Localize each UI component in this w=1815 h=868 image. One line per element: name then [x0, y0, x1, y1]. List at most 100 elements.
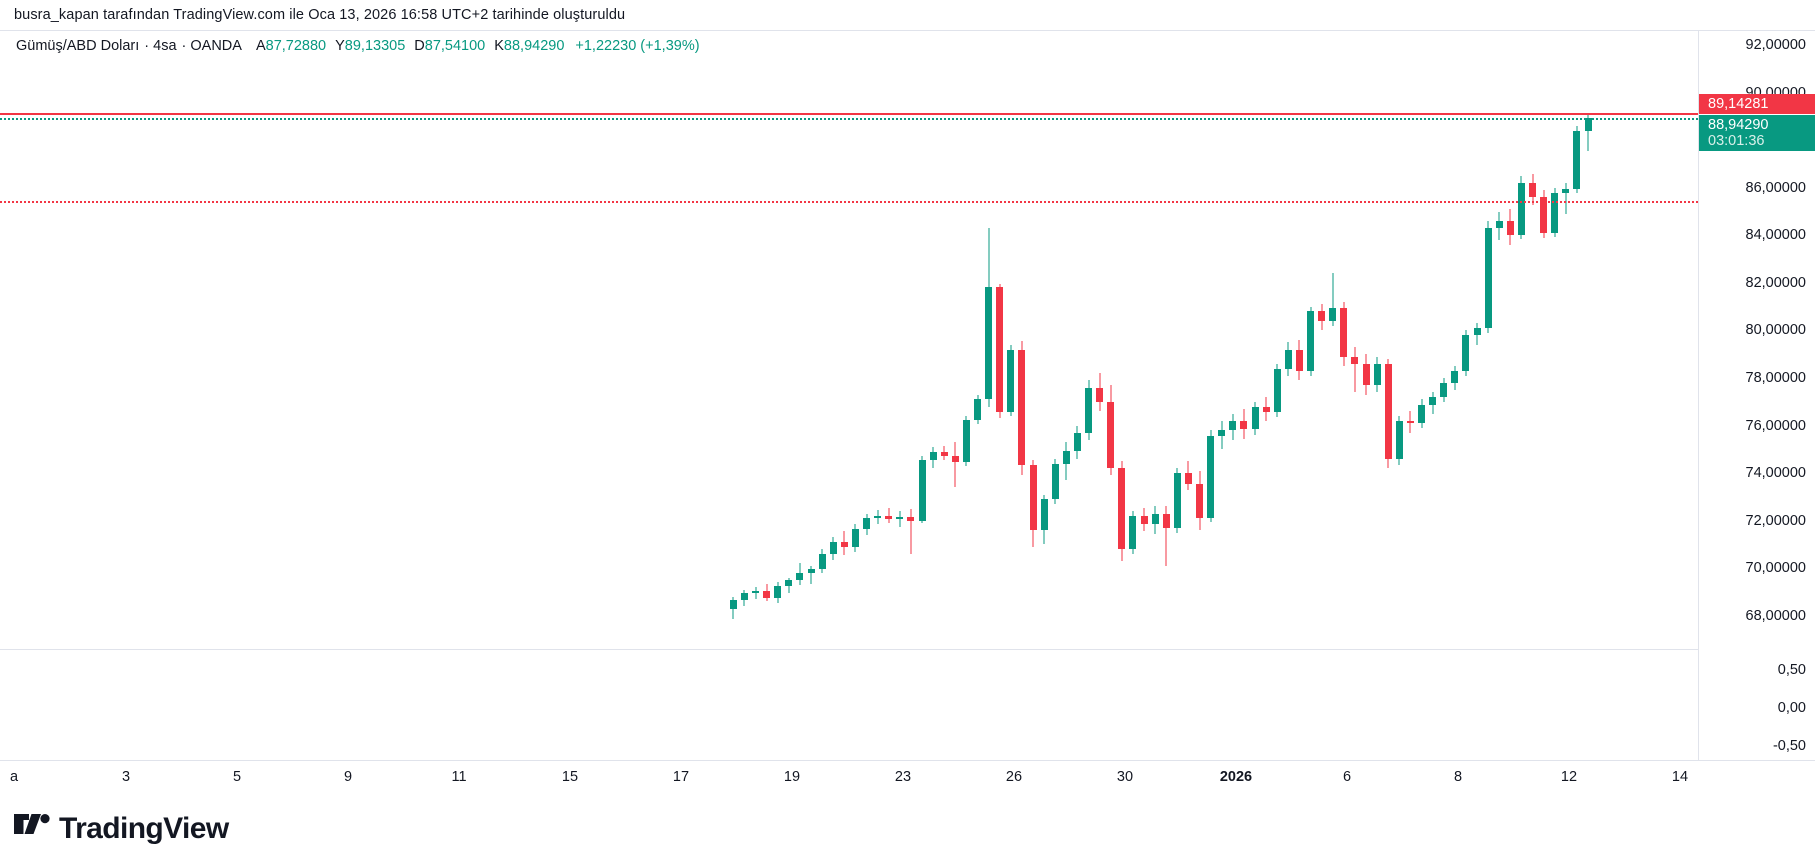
candlestick-body [1429, 397, 1437, 406]
candlestick-body [1551, 192, 1559, 234]
price-tick-label: 74,00000 [1745, 465, 1806, 482]
candlestick [774, 582, 782, 603]
sub-pane[interactable] [0, 650, 1698, 760]
candlestick-body [985, 286, 993, 400]
candlestick-body [962, 419, 970, 463]
legend-separator-2: · [181, 38, 187, 54]
candlestick-wick [1354, 347, 1356, 393]
candlestick-body [1451, 370, 1459, 383]
candlestick [1162, 506, 1170, 566]
candlestick [1406, 411, 1414, 433]
legend-exchange: OANDA [190, 38, 242, 54]
candlestick-body [1129, 515, 1137, 550]
candlestick-body [1118, 468, 1126, 550]
candlestick-body [1418, 405, 1425, 424]
candlestick-wick [910, 508, 912, 554]
candlestick-body [874, 515, 882, 519]
candlestick [1151, 506, 1159, 534]
candlestick-body [796, 572, 804, 581]
candlestick [1040, 494, 1048, 545]
candlestick [1107, 385, 1115, 476]
candlestick-body [1085, 387, 1092, 433]
candlestick-wick [954, 442, 956, 488]
candlestick-body [1573, 130, 1581, 190]
candlestick [1229, 413, 1237, 440]
candlestick [1384, 359, 1392, 469]
candlestick-body [818, 553, 826, 570]
time-tick-label: 2026 [1219, 769, 1253, 785]
candlestick [851, 524, 859, 552]
tradingview-wordmark: TradingView [59, 812, 229, 845]
last-price-badge[interactable]: 88,94290 03:01:36 [1699, 114, 1815, 151]
sub-pane-tick-label: 0,00 [1777, 700, 1806, 716]
last-price-line[interactable] [0, 117, 1698, 120]
candlestick [785, 577, 793, 594]
chart-frame: Gümüş/ABD Doları · 4sa · OANDA A87,72880… [0, 30, 1815, 790]
candlestick [1051, 458, 1059, 504]
candlestick-wick [1565, 183, 1567, 214]
alert-line[interactable] [0, 113, 1698, 116]
candlestick-body [729, 600, 737, 609]
alert-price-badge[interactable]: 89,14281 [1699, 94, 1815, 115]
reference-line[interactable] [0, 200, 1698, 203]
candlestick [1506, 209, 1514, 245]
candlestick [1129, 511, 1137, 554]
candlestick [907, 508, 915, 554]
chart-legend[interactable]: Gümüş/ABD Doları · 4sa · OANDA A87,72880… [16, 38, 700, 54]
price-axis[interactable]: 92,0000090,0000088,0000086,0000084,00000… [1698, 31, 1815, 760]
time-tick-label: 30 [1116, 769, 1134, 785]
candlestick-body [1196, 483, 1203, 519]
candlestick-body [1329, 307, 1337, 321]
candlestick [796, 563, 804, 585]
candlestick [1318, 304, 1326, 331]
candlestick [1295, 340, 1303, 381]
candlestick-body [974, 399, 981, 420]
candlestick-body [1007, 349, 1015, 413]
legend-interval[interactable]: 4sa [153, 38, 177, 54]
candlestick [1362, 354, 1370, 395]
candlestick [996, 284, 1004, 419]
candlestick [1540, 190, 1548, 238]
candlestick [1018, 341, 1026, 476]
candlestick [1551, 187, 1559, 237]
candlestick-body [1173, 473, 1181, 528]
candlestick [1307, 306, 1314, 376]
candlestick [1218, 420, 1226, 450]
candlestick-wick [1587, 113, 1589, 152]
time-axis[interactable]: a 3 5 9 11 15 17 19 23 26 30 2026 6 8 12 14 [0, 760, 1815, 791]
candlestick-body [1506, 221, 1514, 236]
candlestick [807, 565, 815, 584]
price-tick-label: 68,00000 [1745, 607, 1806, 624]
candlestick-body [1184, 473, 1192, 484]
tradingview-logo[interactable]: TradingView [14, 812, 229, 846]
candlestick [1007, 344, 1015, 417]
candlestick [1073, 425, 1081, 459]
candlestick-body [907, 517, 915, 521]
candlestick [1062, 442, 1070, 481]
time-tick-label: 12 [1560, 769, 1578, 785]
legend-open-label: A [255, 38, 266, 54]
candlestick-body [929, 451, 937, 461]
candlestick [829, 537, 837, 560]
candlestick [1184, 461, 1192, 490]
candlestick [1351, 347, 1359, 393]
legend-close: K88,94290 [494, 38, 564, 54]
candlestick [1451, 366, 1459, 390]
candlestick [1573, 126, 1581, 193]
candlestick [896, 511, 904, 527]
candlestick [1273, 363, 1281, 418]
candlestick-body [763, 590, 771, 598]
candlestick-body [1262, 406, 1270, 413]
legend-symbol[interactable]: Gümüş/ABD Doları [16, 38, 140, 54]
countdown-label: 03:01:36 [1708, 132, 1765, 149]
candlestick-body [1040, 499, 1048, 531]
candlestick [1251, 401, 1259, 436]
legend-open-value: 87,72880 [265, 38, 327, 54]
candlestick [1373, 356, 1381, 393]
candlestick [1340, 301, 1348, 367]
price-pane[interactable] [0, 31, 1698, 649]
candlestick-body [1484, 228, 1492, 329]
price-tick-label: 82,00000 [1745, 274, 1806, 291]
candlestick-body [1218, 430, 1226, 437]
